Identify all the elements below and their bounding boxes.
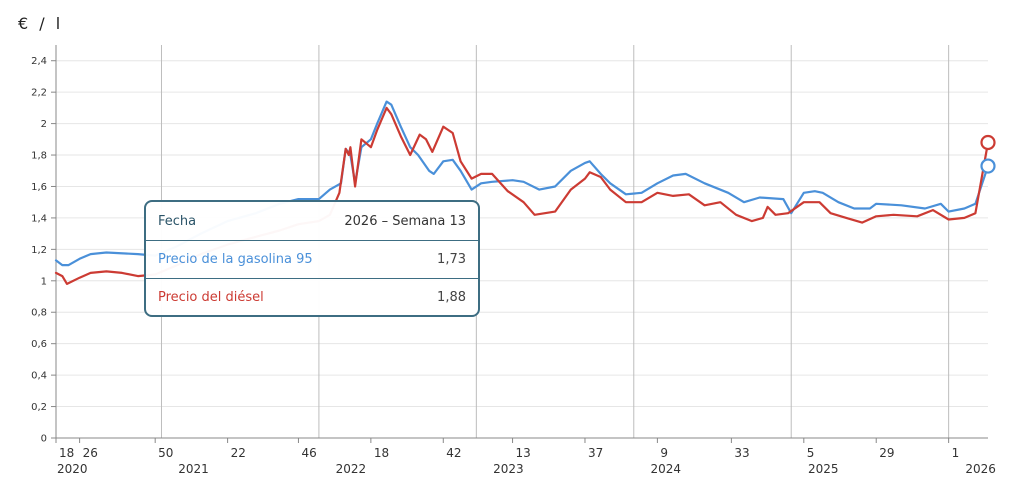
y-tick-label: 1,6	[31, 182, 47, 193]
y-tick-label: 2,4	[31, 56, 47, 67]
x-tick-label: 50	[158, 446, 173, 460]
x-tick-label: 9	[660, 446, 668, 460]
x-year-label: 2026	[965, 462, 996, 476]
y-tick-label: 0,4	[31, 371, 47, 382]
x-tick-label: 33	[734, 446, 749, 460]
x-tick-label: 18	[59, 446, 74, 460]
y-tick-label: 0	[41, 434, 47, 445]
y-axis-unit-label: € / l	[18, 14, 64, 33]
y-tick-label: 1	[41, 276, 47, 287]
x-tick-label: 29	[879, 446, 894, 460]
tooltip-diesel-row: Precio del diésel 1,88	[146, 278, 478, 316]
x-tick-label: 42	[446, 446, 461, 460]
y-tick-label: 2	[41, 119, 47, 130]
x-year-label: 2020	[57, 462, 88, 476]
tooltip-gasoline-row: Precio de la gasolina 95 1,73	[146, 240, 478, 278]
y-tick-label: 0,8	[31, 308, 47, 319]
x-tick-label: 46	[301, 446, 316, 460]
chart-tooltip: Fecha 2026 – Semana 13 Precio de la gaso…	[144, 200, 480, 317]
x-tick-label: 18	[374, 446, 389, 460]
tooltip-date-label: Fecha	[158, 213, 197, 229]
x-tick-label: 37	[588, 446, 603, 460]
x-year-label: 2025	[808, 462, 839, 476]
y-tick-label: 2,2	[31, 88, 47, 99]
y-tick-label: 1,8	[31, 151, 47, 162]
x-tick-label: 22	[231, 446, 246, 460]
tooltip-date-value: 2026 – Semana 13	[344, 213, 466, 229]
x-year-label: 2021	[178, 462, 209, 476]
x-year-label: 2022	[336, 462, 367, 476]
y-tick-label: 1,2	[31, 245, 47, 256]
hover-point-diesel	[980, 134, 996, 151]
tooltip-date-row: Fecha 2026 – Semana 13	[146, 202, 478, 240]
x-tick-label: 1	[952, 446, 960, 460]
tooltip-gasoline-value: 1,73	[437, 252, 466, 267]
y-tick-label: 0,6	[31, 339, 47, 350]
x-tick-label: 26	[83, 446, 98, 460]
x-tick-label: 13	[516, 446, 531, 460]
x-tick-label: 5	[807, 446, 815, 460]
grid-layer	[56, 45, 988, 439]
x-year-label: 2024	[651, 462, 682, 476]
tooltip-diesel-value: 1,88	[437, 290, 466, 305]
y-tick-label: 1,4	[31, 213, 47, 224]
hover-point-gasolina	[980, 158, 996, 174]
x-year-label: 2023	[493, 462, 524, 476]
axis-layer: 0 0,2 0,4 0,6 0,8 1 1,2 1,4 1,6 1,8 2 2,2 2,4 18 26 50 2…	[31, 45, 996, 476]
tooltip-diesel-label: Precio del diésel	[158, 290, 264, 305]
y-tick-label: 0,2	[31, 402, 47, 413]
tooltip-gasoline-label: Precio de la gasolina 95	[158, 252, 313, 267]
marker-layer	[980, 134, 996, 174]
